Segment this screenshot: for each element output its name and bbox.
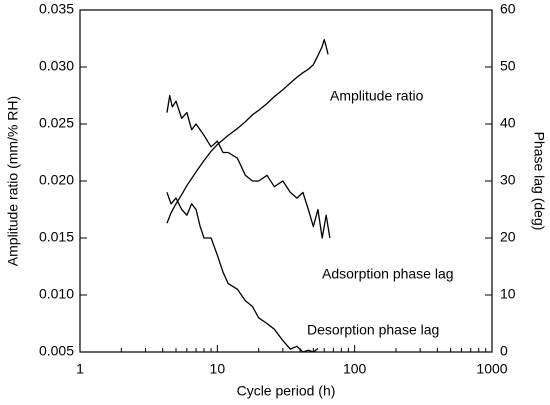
data-line bbox=[166, 192, 319, 353]
y2-tick-label: 30 bbox=[500, 172, 516, 188]
x-tick-label: 1000 bbox=[476, 361, 507, 377]
y-tick-label: 0.010 bbox=[39, 286, 74, 302]
x-tick-label: 100 bbox=[343, 361, 367, 377]
y2-tick-label: 40 bbox=[500, 115, 516, 131]
annotation: Adsorption phase lag bbox=[322, 266, 454, 282]
annotation: Amplitude ratio bbox=[330, 88, 424, 104]
y2-axis-label: Phase lag (deg) bbox=[531, 132, 547, 231]
data-line bbox=[166, 94, 331, 239]
y-tick-label: 0.025 bbox=[39, 115, 74, 131]
y-tick-label: 0.020 bbox=[39, 172, 74, 188]
y-tick-label: 0.005 bbox=[39, 343, 74, 359]
y2-tick-label: 0 bbox=[500, 343, 508, 359]
y-tick-label: 0.035 bbox=[39, 1, 74, 17]
y2-tick-label: 60 bbox=[500, 1, 516, 17]
plot-frame bbox=[79, 9, 493, 353]
data-line bbox=[166, 38, 329, 224]
annotation: Desorption phase lag bbox=[307, 322, 439, 338]
x-axis-label: Cycle period (h) bbox=[237, 383, 336, 399]
y-tick-label: 0.015 bbox=[39, 229, 74, 245]
y2-tick-label: 20 bbox=[500, 229, 516, 245]
y2-tick-label: 10 bbox=[500, 286, 516, 302]
x-tick-label: 1 bbox=[76, 361, 84, 377]
y-tick-label: 0.030 bbox=[39, 58, 74, 74]
x-tick-label: 10 bbox=[210, 361, 226, 377]
y-axis-label: Amplitude ratio (mm/% RH) bbox=[5, 96, 21, 266]
y2-tick-label: 50 bbox=[500, 58, 516, 74]
